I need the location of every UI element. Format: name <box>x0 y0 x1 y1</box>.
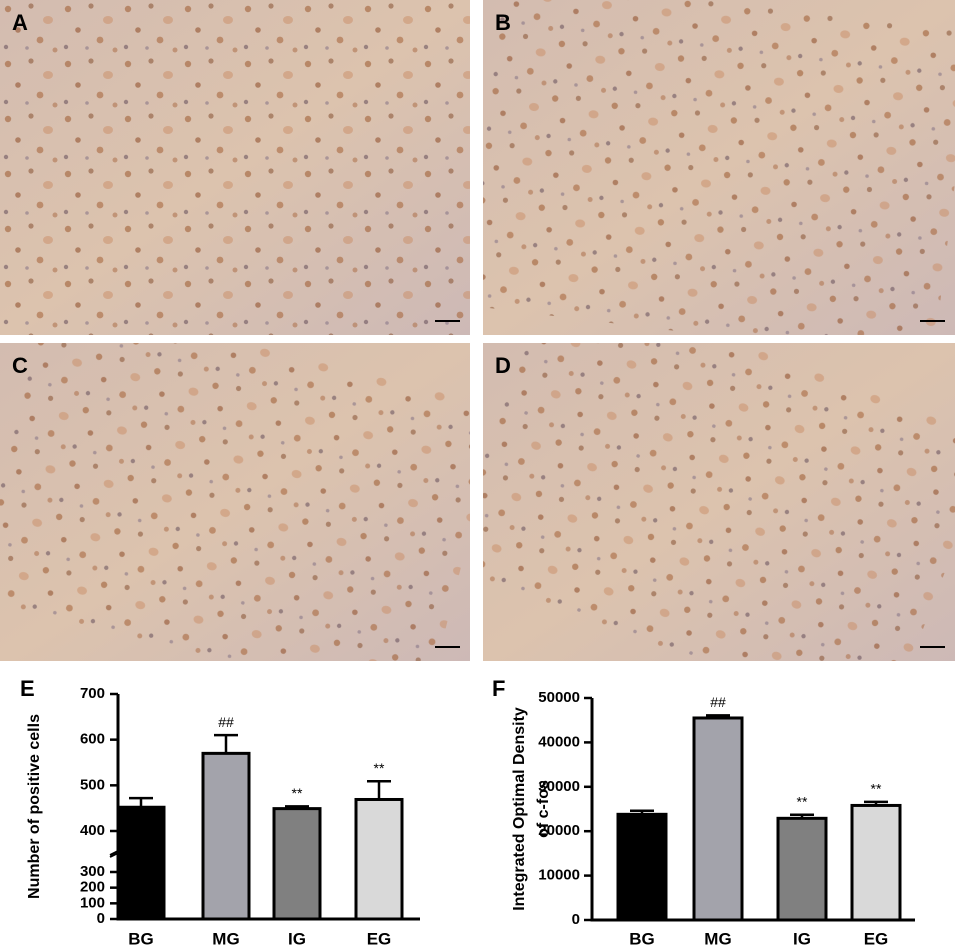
y-tick-label: 500 <box>80 776 105 793</box>
micrograph-cells <box>0 343 470 661</box>
micrograph-cells <box>483 0 955 335</box>
y-tick-label: 50000 <box>538 689 580 706</box>
y-tick-label: 100 <box>80 894 105 911</box>
x-tick-label: IG <box>288 929 306 948</box>
significance-label: ** <box>797 793 808 809</box>
significance-label: ## <box>218 714 234 730</box>
y-tick-label: 30000 <box>538 778 580 795</box>
panel-label: E <box>20 676 35 701</box>
break-mark <box>109 848 127 858</box>
significance-label: ** <box>374 760 385 776</box>
y-tick-label: 300 <box>80 863 105 880</box>
micrograph-cells <box>0 0 470 335</box>
y-axis-title: Integrated Optimal Density <box>511 707 528 911</box>
x-tick-label: BG <box>629 929 655 948</box>
panel-label: B <box>495 10 511 35</box>
y-tick-label: 600 <box>80 731 105 748</box>
y-axis-title: of c-fos <box>535 780 552 838</box>
micrographs: A B C D <box>0 0 955 661</box>
y-tick-label: 0 <box>97 910 105 927</box>
significance-label: ## <box>710 694 726 710</box>
panel-label: C <box>12 353 28 378</box>
clip-group <box>483 343 955 661</box>
y-tick-label: 400 <box>80 822 105 839</box>
bar <box>616 812 668 922</box>
y-tick-label: 0 <box>572 911 580 928</box>
y-tick-label: 40000 <box>538 733 580 750</box>
significance-label: ** <box>292 785 303 801</box>
bar <box>692 716 744 922</box>
break-mark <box>109 846 127 856</box>
bar <box>850 803 902 922</box>
bar <box>354 797 404 921</box>
y-tick-label: 200 <box>80 879 105 896</box>
panel-label: D <box>495 353 511 378</box>
x-tick-label: BG <box>128 929 154 948</box>
micrograph-cells <box>483 343 955 661</box>
x-tick-label: IG <box>793 929 811 948</box>
chart: F Integrated Optimal Density of c-fos 0 1000… <box>492 676 915 948</box>
bar <box>116 805 166 921</box>
x-tick-label: MG <box>704 929 731 948</box>
y-axis-title: Number of positive cells <box>26 714 43 899</box>
bar <box>776 816 828 922</box>
x-tick-label: MG <box>212 929 239 948</box>
y-tick-label: 700 <box>80 685 105 702</box>
y-tick-label: 10000 <box>538 867 580 884</box>
x-tick-label: EG <box>367 929 392 948</box>
x-tick-label: EG <box>864 929 889 948</box>
panel-label: A <box>12 10 28 35</box>
clip-group <box>483 0 955 335</box>
bar <box>201 751 251 921</box>
clip-group <box>0 0 470 335</box>
bar <box>272 807 322 921</box>
y-tick-label: 20000 <box>538 822 580 839</box>
significance-label: ** <box>871 781 882 797</box>
clip-group <box>0 343 470 661</box>
panel-label: F <box>492 676 505 701</box>
